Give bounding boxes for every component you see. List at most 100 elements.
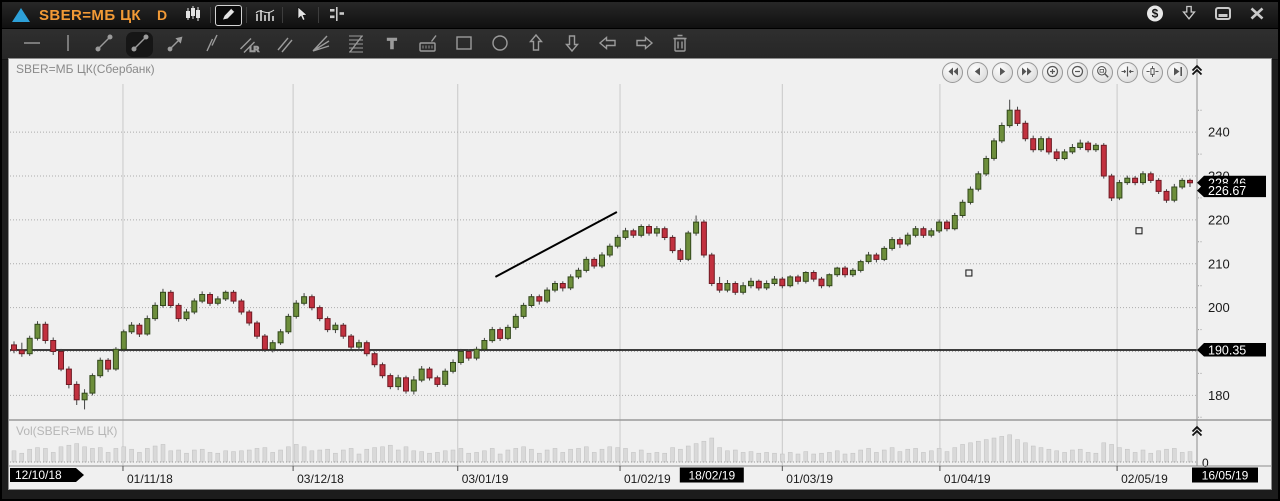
separator <box>282 7 284 23</box>
compress-horizontal-icon <box>1121 65 1134 81</box>
instrument-symbol: SBER=МБ ЦК <box>39 6 141 24</box>
svg-text:190.35: 190.35 <box>1208 344 1246 358</box>
compress-candles-button[interactable] <box>1142 62 1163 83</box>
svg-text:01/11/18: 01/11/18 <box>127 472 173 486</box>
svg-text:03/12/18: 03/12/18 <box>297 472 344 486</box>
tool-arrow-line-button[interactable] <box>162 32 189 57</box>
close-button[interactable] <box>1243 5 1270 26</box>
tool-arrow-right-button[interactable] <box>630 32 657 57</box>
parallel-lines-icon <box>272 31 296 58</box>
tool-ellipse-button[interactable] <box>486 32 513 57</box>
objects-list-button[interactable] <box>323 5 350 26</box>
chart-panel: 0 01/11/18 03/12/18 03/01/19 01/02/19 01/03/1… <box>8 58 1272 490</box>
tool-measure-button[interactable] <box>414 32 441 57</box>
svg-text:220: 220 <box>1208 212 1230 227</box>
zoom-out-icon <box>1071 65 1084 81</box>
svg-text:01/03/19: 01/03/19 <box>786 472 833 486</box>
tool-text-button[interactable]: T <box>378 32 405 57</box>
chart-type-icon <box>184 5 202 25</box>
svg-text:01/04/19: 01/04/19 <box>944 472 991 486</box>
chart-type-button[interactable] <box>179 5 206 26</box>
scroll-left-fast-button[interactable] <box>942 62 963 83</box>
fan-lines-icon <box>308 31 332 58</box>
tool-vertical-line-button[interactable] <box>54 32 81 57</box>
window-buttons: $ <box>1141 5 1270 26</box>
currency-button[interactable]: $ <box>1141 5 1168 26</box>
arrow-line-icon <box>164 31 188 58</box>
drawing-toolbar: LR T <box>2 29 1278 60</box>
indicators-button[interactable] <box>251 5 278 26</box>
download-button[interactable] <box>1175 5 1202 26</box>
rectangle-icon <box>452 31 476 58</box>
tool-linear-regression-button[interactable]: LR <box>234 32 261 57</box>
scroll-right-fast-icon <box>1021 65 1034 81</box>
horizontal-line-icon <box>20 31 44 58</box>
arrow-up-icon <box>524 31 548 58</box>
svg-text:01/02/19: 01/02/19 <box>624 472 671 486</box>
zoom-area-button[interactable] <box>1092 62 1113 83</box>
linear-regression-icon: LR <box>236 31 260 58</box>
chart-nav-buttons <box>942 62 1188 83</box>
scroll-left-icon <box>971 65 984 81</box>
app-logo-icon <box>12 8 30 22</box>
tool-arrow-up-button[interactable] <box>522 32 549 57</box>
zoom-area-icon <box>1096 65 1109 81</box>
tool-trend-ray-button[interactable] <box>126 31 153 57</box>
delete-icon <box>668 31 692 58</box>
trend-line-icon <box>92 31 116 58</box>
separator <box>318 7 320 23</box>
indicators-icon <box>255 6 275 25</box>
tool-arrow-left-button[interactable] <box>594 32 621 57</box>
collapse-volume-pane-button[interactable] <box>1189 424 1205 440</box>
timeframe-label[interactable]: D <box>157 7 168 23</box>
svg-text:200: 200 <box>1208 300 1230 315</box>
arrow-down-icon <box>560 31 584 58</box>
go-to-end-button[interactable] <box>1167 62 1188 83</box>
tool-delete-button[interactable] <box>666 32 693 57</box>
svg-text:LR: LR <box>249 44 259 53</box>
svg-text:02/05/19: 02/05/19 <box>1121 472 1168 486</box>
collapse-main-pane-button[interactable] <box>1189 63 1205 79</box>
titlebar-tool-buttons <box>179 4 350 26</box>
scroll-left-button[interactable] <box>967 62 988 83</box>
draw-icon <box>220 6 238 25</box>
tool-arrow-down-button[interactable] <box>558 32 585 57</box>
tool-fan-lines-button[interactable] <box>306 32 333 57</box>
scroll-right-fast-button[interactable] <box>1017 62 1038 83</box>
zoom-in-button[interactable] <box>1042 62 1063 83</box>
text-icon: T <box>380 31 404 58</box>
scroll-right-button[interactable] <box>992 62 1013 83</box>
ellipse-icon <box>488 31 512 58</box>
tool-trend-line-button[interactable] <box>90 32 117 57</box>
arrow-left-icon <box>596 31 620 58</box>
tool-rectangle-button[interactable] <box>450 32 477 57</box>
tool-horizontal-line-button[interactable] <box>18 32 45 57</box>
tool-parallel-lines-button[interactable] <box>270 32 297 57</box>
compress-horizontal-button[interactable] <box>1117 62 1138 83</box>
price-chart[interactable]: 0 01/11/18 03/12/18 03/01/19 01/02/19 01/03/1… <box>8 58 1272 490</box>
cursor-button[interactable] <box>287 5 314 26</box>
restore-icon <box>1214 6 1232 24</box>
svg-text:240: 240 <box>1208 125 1230 140</box>
titlebar: SBER=МБ ЦК D $ <box>2 2 1278 29</box>
tool-polyline-button[interactable] <box>198 32 225 57</box>
cursor-icon <box>293 5 309 25</box>
restore-button[interactable] <box>1209 5 1236 26</box>
polyline-icon <box>200 31 224 58</box>
svg-text:T: T <box>387 35 396 52</box>
vertical-line-icon <box>56 31 80 58</box>
zoom-in-icon <box>1046 65 1059 81</box>
svg-text:$: $ <box>1151 7 1158 21</box>
zoom-out-button[interactable] <box>1067 62 1088 83</box>
go-to-end-icon <box>1171 65 1184 81</box>
scroll-left-fast-icon <box>946 65 959 81</box>
draw-button[interactable] <box>215 4 243 26</box>
svg-text:12/10/18: 12/10/18 <box>15 468 62 482</box>
download-icon <box>1180 5 1198 25</box>
svg-text:0: 0 <box>1202 456 1209 470</box>
chart-title: SBER=МБ ЦК(Сбербанк) <box>16 62 155 76</box>
svg-text:16/05/19: 16/05/19 <box>1202 469 1249 483</box>
tool-fibonacci-levels-button[interactable] <box>342 32 369 57</box>
measure-icon <box>416 31 440 58</box>
